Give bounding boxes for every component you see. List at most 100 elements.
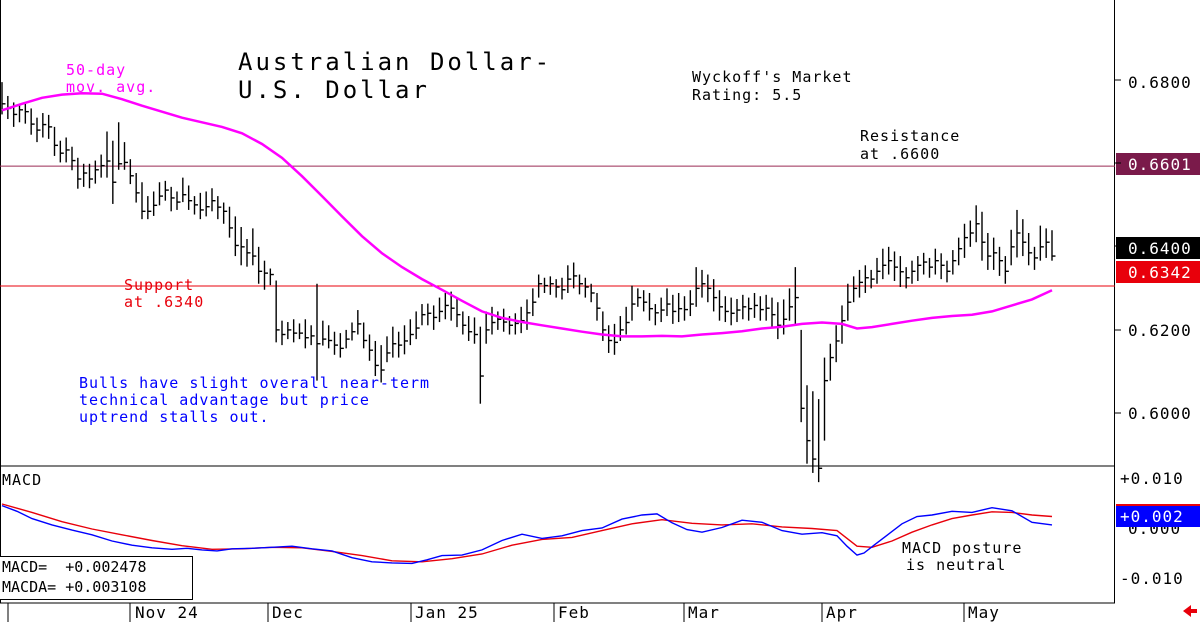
macd-tag: +0.002 [1120,507,1184,526]
macda-legend-value: MACDA= +0.003108 [2,578,147,596]
price-bar [450,291,455,321]
price-bar [572,262,578,289]
resistance-label-line2: at .6600 [860,145,940,163]
price-bar [88,163,93,189]
macd-note-line2: is neutral [906,556,1006,574]
scroll-left-arrow-icon[interactable] [1183,605,1197,617]
ma50-line [1,91,1053,338]
price-bar [987,233,992,270]
price-bar [100,154,105,178]
price-bar [543,277,548,293]
price-bar [42,113,47,138]
price-bar [823,357,828,441]
price-bar [683,296,688,321]
price-bar [858,269,863,298]
price-bar [969,220,974,247]
price-bar [1033,246,1038,270]
price-bar [817,399,823,483]
price-bar [222,202,228,224]
price-bar [718,290,723,321]
price-bar [117,122,123,170]
price-bar [421,304,426,326]
price-bar [234,216,239,257]
price-bar [759,296,764,321]
price-bar [502,308,508,332]
price-bar [292,319,298,343]
price-bar [876,257,881,284]
price-bar [870,269,875,289]
price-bar [53,126,58,156]
price-bar [65,137,70,163]
price-bar [199,192,204,220]
price-bar [36,117,41,143]
price-bar [467,316,473,341]
price-bar [695,267,700,307]
macd-tag-bg [1116,505,1200,527]
price-bar [77,157,82,189]
price-bar [753,292,758,318]
price-bar [473,317,478,344]
price-bar [339,333,344,358]
price-bar [275,280,280,343]
price-bar [485,311,490,344]
price-bar [397,331,403,358]
price-bar [642,290,648,312]
price-bar [689,290,694,317]
price-bar [648,292,653,321]
last-price-tag: 0.6400 [1128,239,1192,258]
price-bar [537,274,543,298]
price-bar [660,297,665,323]
rating-label-line2: Rating: 5.5 [692,86,802,104]
chart-title-line1: Australian Dollar- [238,48,552,76]
comment-line-1: Bulls have slight overall near-term [79,374,430,392]
price-bar [1010,229,1015,266]
price-bar [952,250,957,275]
ma-label-line1: 50-day [66,61,126,79]
price-bar [409,319,414,346]
rating-label-line1: Wyckoff's Market [692,68,853,86]
price-bar [928,257,933,278]
price-bar [1045,228,1050,258]
x-tick-label: Jan 25 [415,603,479,622]
price-bar [625,306,630,335]
price-bar [771,297,776,327]
y-tick-label: 0.6000 [1128,404,1192,423]
y-tick-label: 0.6800 [1128,73,1192,92]
price-bar [415,311,420,340]
macd-panel-title: MACD [2,471,42,489]
resistance-tag: 0.6601 [1128,155,1192,174]
price-bars [1,82,1056,483]
resistance-tag-bg [1116,153,1200,175]
price-bar [701,269,706,298]
comment-line-2: technical advantage but price [79,391,370,409]
price-bar [922,252,928,275]
price-bar [129,159,134,185]
price-bar [182,177,187,203]
support-tag: 0.6342 [1128,263,1192,282]
price-bar [992,237,998,270]
price-bar [304,319,309,349]
price-bar [782,299,788,335]
price-bar [316,283,321,381]
price-bar [887,246,893,275]
price-bar [310,325,315,346]
price-bar [287,322,292,340]
price-bar [666,288,671,317]
price-bar [637,288,642,307]
price-bar [82,163,88,187]
price-bar [141,182,146,220]
price-bar [607,325,613,353]
price-bar [934,248,939,275]
support-label-line2: at .6340 [124,293,204,311]
price-bar [812,391,817,473]
price-bar [1051,230,1056,261]
price-bar [170,186,175,212]
price-bar [444,292,449,320]
x-tick-label: Dec [272,603,304,622]
price-bar [975,205,980,243]
chart-title-line2: U.S. Dollar [238,76,430,104]
price-bar [946,260,951,283]
y-tick-label: 0.6200 [1128,321,1192,340]
price-bar [380,345,385,383]
